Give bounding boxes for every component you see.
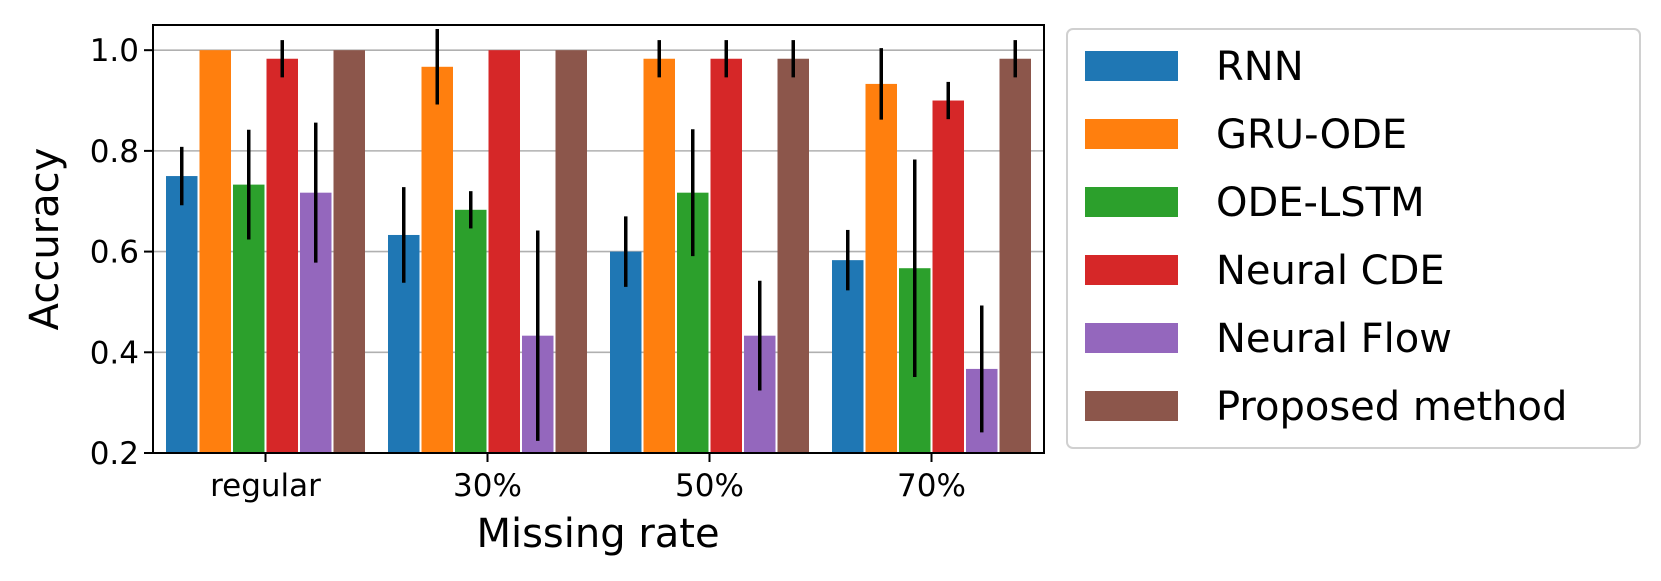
bar [488, 50, 520, 453]
bars [166, 50, 1031, 454]
bar [932, 100, 964, 453]
legend-label: Neural Flow [1216, 316, 1452, 362]
bar [710, 58, 742, 453]
legend-frame [1066, 28, 1641, 449]
legend-swatch [1085, 187, 1178, 217]
y-axis-label: Accuracy [22, 148, 68, 331]
x-tick-label: regular [210, 468, 321, 504]
y-tick-label: 0.8 [90, 134, 139, 170]
y-axis: 0.2 0.4 0.6 0.8 1.0 [90, 33, 153, 472]
bar [777, 58, 809, 453]
bar [999, 58, 1031, 453]
legend-swatch [1085, 391, 1178, 421]
y-tick-label: 0.2 [90, 436, 139, 472]
legend-label: Proposed method [1216, 384, 1567, 430]
legend-swatch [1085, 323, 1178, 353]
x-tick-label: 30% [453, 468, 522, 504]
bar [832, 260, 864, 453]
x-axis-label: Missing rate [476, 511, 719, 557]
legend: RNN GRU-ODE ODE-LSTM Neural CDE Neural Flow P… [1066, 28, 1641, 449]
bar [865, 83, 897, 454]
plot-frame [152, 24, 1045, 454]
bar [199, 50, 231, 453]
y-tick-label: 1.0 [90, 33, 139, 69]
legend-swatch [1085, 119, 1178, 149]
legend-swatch [1085, 255, 1178, 285]
x-axis: regular 30% 50% 70% [210, 453, 966, 504]
legend-swatch [1085, 51, 1178, 81]
bar [643, 58, 675, 453]
bar [333, 50, 365, 453]
legend-label: RNN [1216, 44, 1304, 90]
error-bars [180, 29, 1017, 441]
bar [455, 209, 487, 453]
bar [166, 176, 198, 453]
x-tick-label: 70% [897, 468, 966, 504]
bar [555, 50, 587, 453]
x-tick-label: 50% [675, 468, 744, 504]
y-tick-label: 0.6 [90, 235, 139, 271]
bar [421, 66, 453, 453]
y-tick-label: 0.4 [90, 335, 139, 371]
legend-label: Neural CDE [1216, 248, 1445, 294]
bar [266, 58, 298, 453]
legend-label: GRU-ODE [1216, 112, 1407, 158]
legend-label: ODE-LSTM [1216, 180, 1425, 226]
